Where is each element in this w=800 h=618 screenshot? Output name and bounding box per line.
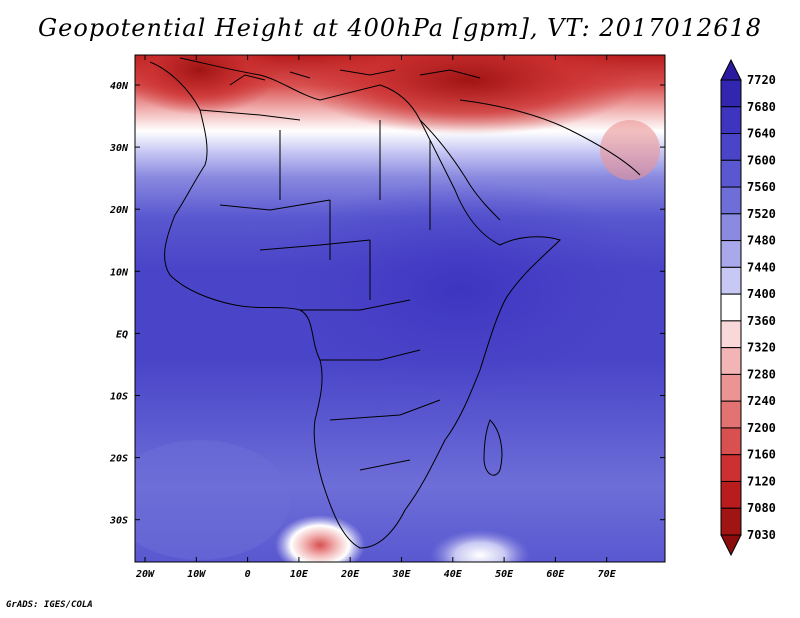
lon-label: 30E [391, 569, 411, 580]
colorbar-label: 7520 [747, 207, 776, 221]
colorbar-box [720, 159, 742, 188]
colorbar-label: 7200 [747, 421, 776, 435]
colorbar-label: 7480 [747, 234, 776, 248]
lat-label: 10S [110, 392, 128, 403]
colorbar-box [720, 373, 742, 402]
colorbar-label: 7560 [747, 180, 776, 194]
colorbar-arrow-top [720, 58, 742, 81]
colorbar-label: 7440 [747, 260, 776, 274]
colorbar-box [720, 347, 742, 375]
colorbar-label: 7030 [747, 528, 776, 542]
lat-label: 20N [109, 205, 129, 216]
lon-label: 10W [187, 569, 206, 580]
chart-title: Geopotential Height at 400hPa [gpm], VT:… [38, 14, 762, 42]
colorbar-label: 7280 [747, 367, 776, 381]
colorbar-box [720, 507, 742, 536]
colorbar-box [720, 186, 742, 215]
lon-label: 40E [444, 569, 463, 580]
height-field [135, 55, 665, 562]
colorbar-box [720, 106, 742, 135]
colorbar-arrow-bottom [720, 534, 742, 557]
lon-label: 60E [546, 569, 565, 580]
colorbar-box [720, 293, 742, 322]
lon-label: 0 [245, 569, 251, 580]
map-frame [134, 54, 666, 563]
colorbar-box [720, 454, 742, 482]
lon-label: 20E [340, 569, 360, 580]
lat-label: EQ [116, 329, 128, 340]
lat-label: 30S [109, 516, 128, 527]
colorbar-box [720, 79, 742, 108]
colorbar-box [720, 266, 742, 295]
colorbar-label: 7160 [747, 448, 776, 462]
colorbar-label: 7240 [747, 394, 776, 408]
colorbar-label: 7400 [747, 287, 776, 301]
colorbar: 7720 7680 7640 7600 7560 7520 7480 7440 7400 7360… [720, 58, 776, 557]
credit-text: GrADS: IGES/COLA [6, 600, 93, 610]
colorbar-box [720, 240, 742, 268]
colorbar-box [720, 133, 742, 161]
colorbar-label: 7640 [747, 127, 776, 141]
lon-label: 20W [135, 569, 155, 580]
colorbar-box [720, 427, 742, 456]
lat-label: 30N [109, 143, 129, 154]
colorbar-label: 7600 [747, 153, 776, 167]
lon-label: 10E [290, 569, 309, 580]
lat-label: 40N [110, 81, 129, 92]
colorbar-box [720, 213, 742, 242]
colorbar-label: 7720 [747, 73, 776, 87]
lat-label: 10N [110, 267, 129, 278]
lon-label: 50E [495, 569, 514, 580]
colorbar-box [720, 480, 742, 509]
coastlines [149, 57, 641, 549]
colorbar-box [720, 320, 742, 349]
colorbar-label: 7080 [747, 501, 776, 515]
colorbar-label: 7320 [747, 341, 776, 355]
colorbar-label: 7120 [747, 474, 776, 488]
colorbar-label: 7360 [747, 314, 776, 328]
lat-label: 20S [109, 454, 128, 465]
colorbar-box [720, 400, 742, 429]
lon-label: 70E [598, 569, 617, 580]
colorbar-label: 7680 [747, 100, 776, 114]
